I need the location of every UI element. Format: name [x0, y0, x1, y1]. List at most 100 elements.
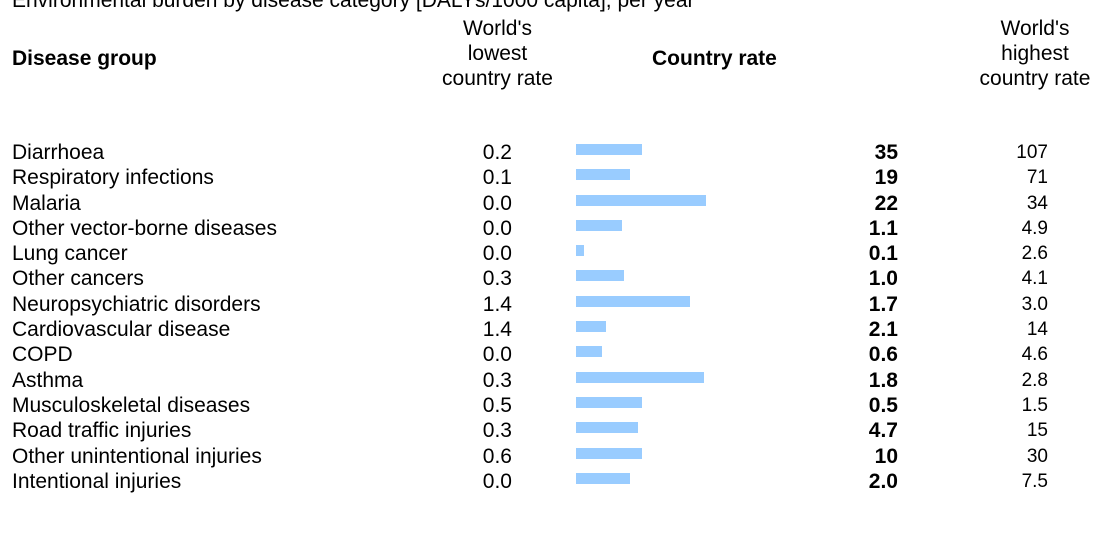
country-rate-value: 2.0: [868, 469, 898, 493]
bar-track: [576, 140, 776, 165]
disease-name: Road traffic injuries: [12, 419, 192, 443]
disease-name: Lung cancer: [12, 242, 128, 266]
rate-bar: [576, 422, 638, 434]
header-highest-line-1: World's: [1000, 17, 1070, 40]
header-lowest-line-2: lowest: [467, 42, 528, 65]
highest-rate-value: 1.5: [1021, 394, 1048, 416]
bar-track: [576, 266, 776, 291]
bar-track: [576, 393, 776, 418]
disease-name: Asthma: [12, 368, 84, 392]
highest-rate-value: 71: [1026, 167, 1048, 189]
highest-rate-value: 4.1: [1021, 268, 1048, 290]
table-row: Neuropsychiatric disorders 1.4 1.7 3.0: [0, 292, 1106, 317]
table-row: Cardiovascular disease 1.4 2.1 14: [0, 317, 1106, 342]
highest-rate-value: 30: [1026, 445, 1048, 467]
lowest-rate-value: 0.0: [482, 191, 512, 215]
country-rate-value: 2.1: [868, 318, 898, 342]
lowest-rate-value: 0.3: [482, 368, 512, 392]
header-lowest-line-3: country rate: [442, 67, 553, 90]
country-rate-value: 1.8: [868, 368, 898, 392]
disease-name: Respiratory infections: [12, 166, 214, 190]
lowest-rate-value: 0.0: [482, 343, 512, 367]
disease-name: Neuropsychiatric disorders: [12, 292, 261, 316]
bar-track: [576, 165, 776, 190]
lowest-rate-value: 0.1: [482, 166, 512, 190]
disease-name: COPD: [12, 343, 73, 367]
header-country-rate: Country rate: [652, 47, 777, 70]
lowest-rate-value: 0.2: [482, 141, 512, 164]
lowest-rate-value: 0.0: [482, 242, 512, 266]
rate-bar: [576, 295, 690, 307]
highest-rate-value: 2.6: [1021, 243, 1048, 265]
highest-rate-value: 107: [1016, 142, 1048, 163]
highest-rate-value: 7.5: [1021, 470, 1048, 492]
country-rate-value: 1.0: [868, 267, 898, 291]
country-rate-value: 0.1: [868, 242, 898, 266]
disease-name: Musculoskeletal diseases: [12, 393, 251, 417]
header-disease-group: Disease group: [12, 47, 157, 70]
header-highest-rate: World's highest country rate: [955, 16, 1106, 91]
bar-track: [576, 368, 776, 393]
rate-bar: [576, 396, 642, 408]
disease-name: Other cancers: [12, 267, 144, 291]
highest-rate-value: 3.0: [1021, 293, 1048, 315]
disease-name: Cardiovascular disease: [12, 318, 231, 342]
rate-bar: [576, 169, 630, 181]
header-highest-line-2: highest: [1001, 42, 1069, 65]
disease-name: Other vector-borne diseases: [12, 216, 277, 240]
bar-track: [576, 292, 776, 317]
rate-bar: [576, 346, 602, 358]
country-rate-value: 1.7: [868, 292, 898, 316]
chart-caption: Environmental burden by disease category…: [12, 0, 695, 12]
highest-rate-value: 4.6: [1021, 344, 1048, 366]
bar-track: [576, 444, 776, 469]
table-row: Malaria 0.0 22 34: [0, 191, 1106, 216]
lowest-rate-value: 0.3: [482, 419, 512, 443]
disease-name: Malaria: [12, 191, 81, 215]
lowest-rate-value: 0.3: [482, 267, 512, 291]
header-lowest-rate: World's lowest country rate: [410, 16, 585, 91]
table-row: Other cancers 0.3 1.0 4.1: [0, 266, 1106, 291]
bar-track: [576, 317, 776, 342]
rate-bar: [576, 321, 606, 333]
table-row: Diarrhoea 0.2 35 107: [0, 140, 1106, 165]
rate-bar: [576, 472, 630, 484]
bar-track: [576, 469, 776, 494]
header-lowest-line-1: World's: [463, 17, 532, 40]
country-rate-value: 4.7: [868, 419, 898, 443]
rate-bar: [576, 245, 584, 257]
bar-track: [576, 216, 776, 241]
table-row: COPD 0.0 0.6 4.6: [0, 342, 1106, 367]
table-row: Road traffic injuries 0.3 4.7 15: [0, 418, 1106, 443]
bar-track: [576, 241, 776, 266]
highest-rate-value: 4.9: [1021, 217, 1048, 239]
table-row: Musculoskeletal diseases 0.5 0.5 1.5: [0, 393, 1106, 418]
country-rate-value: 0.6: [868, 343, 898, 367]
table-row: Lung cancer 0.0 0.1 2.6: [0, 241, 1106, 266]
lowest-rate-value: 1.4: [482, 318, 512, 342]
country-rate-value: 10: [874, 444, 898, 468]
country-rate-value: 35: [874, 141, 898, 164]
bar-track: [576, 342, 776, 367]
rate-bar: [576, 219, 622, 231]
table-row: Asthma 0.3 1.8 2.8: [0, 368, 1106, 393]
highest-rate-value: 14: [1026, 319, 1048, 341]
header-highest-line-3: country rate: [979, 67, 1091, 90]
lowest-rate-value: 1.4: [482, 292, 512, 316]
bar-track: [576, 418, 776, 443]
disease-name: Diarrhoea: [12, 141, 105, 164]
disease-table: Diarrhoea 0.2 35 107 Respiratory infections 0…: [0, 140, 1106, 494]
country-rate-value: 1.1: [868, 216, 898, 240]
highest-rate-value: 15: [1026, 420, 1048, 442]
rate-bar: [576, 447, 642, 459]
country-rate-value: 0.5: [868, 393, 898, 417]
highest-rate-value: 2.8: [1021, 369, 1048, 391]
lowest-rate-value: 0.5: [482, 393, 512, 417]
country-rate-value: 22: [874, 191, 898, 215]
disease-name: Other unintentional injuries: [12, 444, 262, 468]
disease-name: Intentional injuries: [12, 469, 182, 493]
rate-bar: [576, 371, 704, 383]
table-row: Other vector-borne diseases 0.0 1.1 4.9: [0, 216, 1106, 241]
rate-bar: [576, 144, 642, 155]
table-row: Respiratory infections 0.1 19 71: [0, 165, 1106, 190]
